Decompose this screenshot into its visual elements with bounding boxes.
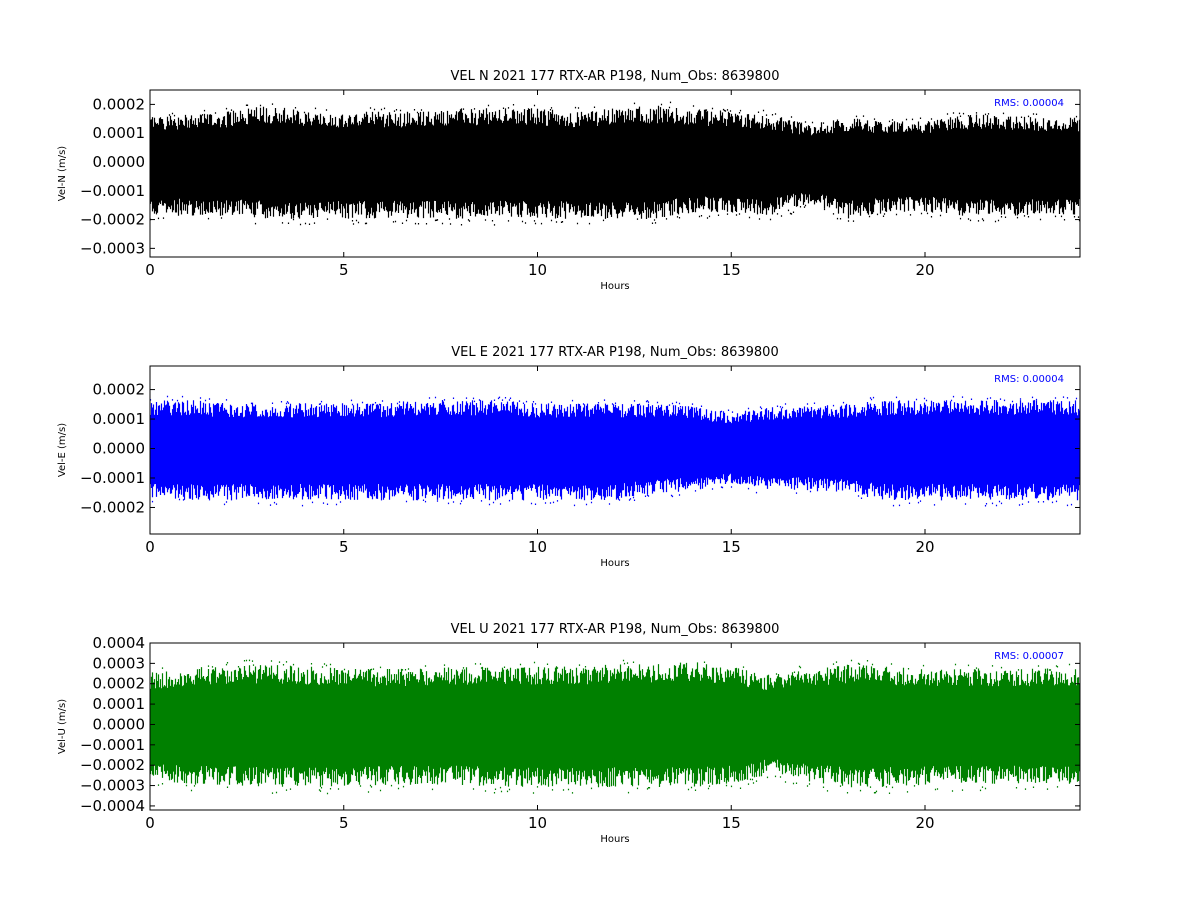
y-tick-label: 0.0002 bbox=[93, 675, 146, 693]
plot-frame bbox=[149, 642, 1081, 811]
x-axis-label: Hours bbox=[600, 281, 629, 292]
y-tick-label: −0.0004 bbox=[80, 797, 145, 815]
x-tick-label: 10 bbox=[528, 538, 547, 556]
y-axis-label: Vel-U (m/s) bbox=[57, 699, 68, 754]
chart-title: VEL E 2021 177 RTX-AR P198, Num_Obs: 863… bbox=[451, 345, 778, 360]
x-tick-label: 15 bbox=[722, 538, 741, 556]
y-tick-label: −0.0003 bbox=[80, 777, 145, 795]
x-tick-label: 5 bbox=[339, 814, 349, 832]
x-tick-label: 0 bbox=[145, 261, 155, 279]
x-axis-label: Hours bbox=[600, 558, 629, 569]
x-axis-label: Hours bbox=[600, 834, 629, 845]
x-tick-label: 5 bbox=[339, 261, 349, 279]
y-tick-label: 0.0000 bbox=[93, 440, 146, 458]
series-trace-3 bbox=[150, 659, 1080, 795]
chart-panel-2: 0.0002 0.0001 0.0000 −0.0001 −0.0002 0 5 10 15 20… bbox=[57, 345, 1081, 569]
y-tick-label: −0.0001 bbox=[80, 182, 145, 200]
rms-annotation: RMS: 0.00004 bbox=[994, 374, 1064, 385]
chart-panel-1: 0.0002 0.0001 0.0000 −0.0001 −0.0002 −0.00030… bbox=[57, 69, 1081, 292]
y-tick-label: −0.0002 bbox=[80, 211, 145, 229]
x-tick-label: 20 bbox=[915, 538, 934, 556]
y-tick-label: 0.0000 bbox=[93, 153, 146, 171]
x-tick-label: 0 bbox=[145, 814, 155, 832]
x-tick-label: 5 bbox=[339, 538, 349, 556]
x-tick-label: 20 bbox=[915, 261, 934, 279]
y-tick-label: 0.0002 bbox=[93, 381, 146, 399]
y-tick-label: −0.0002 bbox=[80, 756, 145, 774]
plot-frame bbox=[149, 89, 1081, 258]
y-tick-label: 0.0000 bbox=[93, 715, 146, 733]
y-tick-label: 0.0003 bbox=[93, 654, 146, 672]
chart-title: VEL N 2021 177 RTX-AR P198, Num_Obs: 863… bbox=[451, 69, 780, 84]
y-tick-label: −0.0001 bbox=[80, 469, 145, 487]
rms-annotation: RMS: 0.00007 bbox=[994, 651, 1064, 662]
y-tick-label: −0.0003 bbox=[80, 239, 145, 257]
series-trace-2 bbox=[150, 395, 1080, 507]
x-tick-label: 20 bbox=[915, 814, 934, 832]
y-tick-label: 0.0001 bbox=[93, 695, 146, 713]
y-axis-label: Vel-N (m/s) bbox=[57, 146, 68, 201]
y-tick-label: 0.0002 bbox=[93, 95, 146, 113]
x-tick-label: 15 bbox=[722, 814, 741, 832]
y-tick-label: 0.0004 bbox=[93, 634, 146, 652]
chart-title: VEL U 2021 177 RTX-AR P198, Num_Obs: 863… bbox=[451, 622, 780, 637]
y-tick-label: −0.0001 bbox=[80, 736, 145, 754]
series-trace-1 bbox=[150, 101, 1080, 226]
y-axis-label: Vel-E (m/s) bbox=[57, 423, 68, 477]
rms-annotation: RMS: 0.00004 bbox=[994, 98, 1064, 109]
x-tick-label: 0 bbox=[145, 538, 155, 556]
plot-frame bbox=[149, 365, 1081, 535]
x-tick-label: 10 bbox=[528, 261, 547, 279]
x-tick-label: 10 bbox=[528, 814, 547, 832]
y-tick-label: −0.0002 bbox=[80, 498, 145, 516]
x-tick-label: 15 bbox=[722, 261, 741, 279]
y-tick-label: 0.0001 bbox=[93, 124, 146, 142]
chart-panel-3: 0.0004 0.0003 0.0002 0.0001 0.0000 −0.0001 −0.… bbox=[57, 622, 1081, 845]
y-tick-label: 0.0001 bbox=[93, 410, 146, 428]
